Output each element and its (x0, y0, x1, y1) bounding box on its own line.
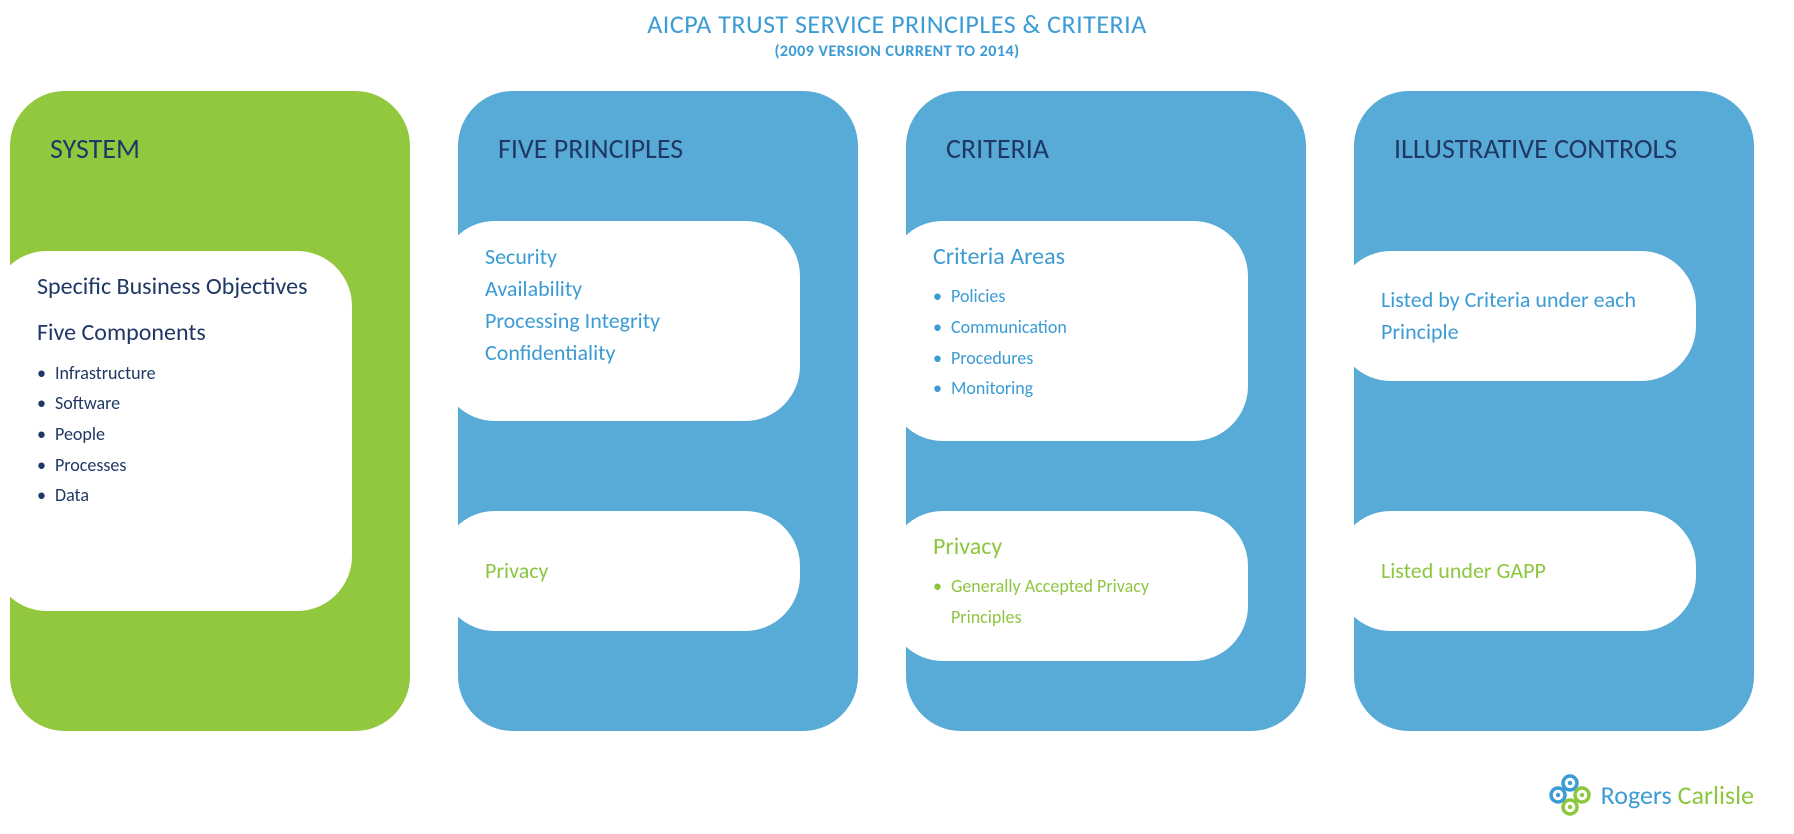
panel-illustrative-controls-cutout-1: Listed under GAPP (1336, 511, 1696, 631)
cutout-heading: Specific Business Objectives (37, 271, 322, 303)
subtitle: (2009 VERSION CURRENT TO 2014) (0, 42, 1794, 61)
panel-illustrative-controls: ILLUSTRATIVE CONTROLS Listed by Criteria … (1354, 91, 1754, 731)
list-item: Software (37, 388, 322, 419)
list-item: Procedures (933, 343, 1218, 374)
cutout-line: Listed under GAPP (1381, 555, 1666, 587)
panel-five-principles: FIVE PRINCIPLES SecurityAvailabilityProce… (458, 91, 858, 731)
panels-row: SYSTEM Specific Business Objectives Five C… (0, 91, 1794, 731)
footer-logo: Rogers Carlisle (1549, 774, 1754, 816)
cutout-heading: Five Components (37, 317, 322, 349)
panel-system: SYSTEM Specific Business Objectives Five C… (10, 91, 410, 731)
brand-logo-text: Rogers Carlisle (1601, 779, 1754, 811)
panel-title: FIVE PRINCIPLES (458, 91, 858, 166)
panel-five-principles-cutout-1: Privacy (440, 511, 800, 631)
list-item: Processes (37, 450, 322, 481)
cutout-heading: Privacy (933, 531, 1218, 563)
list-item: Infrastructure (37, 358, 322, 389)
panel-title: ILLUSTRATIVE CONTROLS (1354, 91, 1754, 166)
panel-criteria-cutout-0: Criteria Areas PoliciesCommunicationProce… (888, 221, 1248, 441)
panel-title: SYSTEM (10, 91, 410, 166)
list-item: Communication (933, 312, 1218, 343)
panel-system-cutout-0: Specific Business Objectives Five Compone… (0, 251, 352, 611)
list-item: Policies (933, 281, 1218, 312)
list-item: Monitoring (933, 373, 1218, 404)
cutout-heading: Criteria Areas (933, 241, 1218, 273)
cutout-line: Availability (485, 273, 770, 305)
title-block: AICPA TRUST SERVICE PRINCIPLES & CRITERI… (0, 0, 1794, 61)
brand-logo-icon (1549, 774, 1591, 816)
cutout-list: PoliciesCommunicationProceduresMonitorin… (933, 281, 1218, 403)
list-item: People (37, 419, 322, 450)
cutout-line: Confidentiality (485, 337, 770, 369)
panel-criteria-cutout-1: Privacy Generally Accepted Privacy Princi… (888, 511, 1248, 661)
brand-word-2: Carlisle (1678, 779, 1754, 811)
panel-illustrative-controls-cutout-0: Listed by Criteria under each Principle (1336, 251, 1696, 381)
cutout-list: Generally Accepted Privacy Principles (933, 571, 1218, 632)
main-title: AICPA TRUST SERVICE PRINCIPLES & CRITERI… (0, 8, 1794, 40)
cutout-line: Security (485, 241, 770, 273)
brand-word-1: Rogers (1601, 779, 1672, 811)
list-item: Generally Accepted Privacy Principles (933, 571, 1218, 632)
cutout-line: Listed by Criteria under each Principle (1381, 284, 1666, 348)
cutout-list: InfrastructureSoftwarePeopleProcessesDat… (37, 358, 322, 511)
list-item: Data (37, 480, 322, 511)
cutout-line: Privacy (485, 555, 770, 587)
panel-title: CRITERIA (906, 91, 1306, 166)
panel-five-principles-cutout-0: SecurityAvailabilityProcessing Integrity… (440, 221, 800, 421)
cutout-line: Processing Integrity (485, 305, 770, 337)
panel-criteria: CRITERIA Criteria Areas PoliciesCommunicat… (906, 91, 1306, 731)
